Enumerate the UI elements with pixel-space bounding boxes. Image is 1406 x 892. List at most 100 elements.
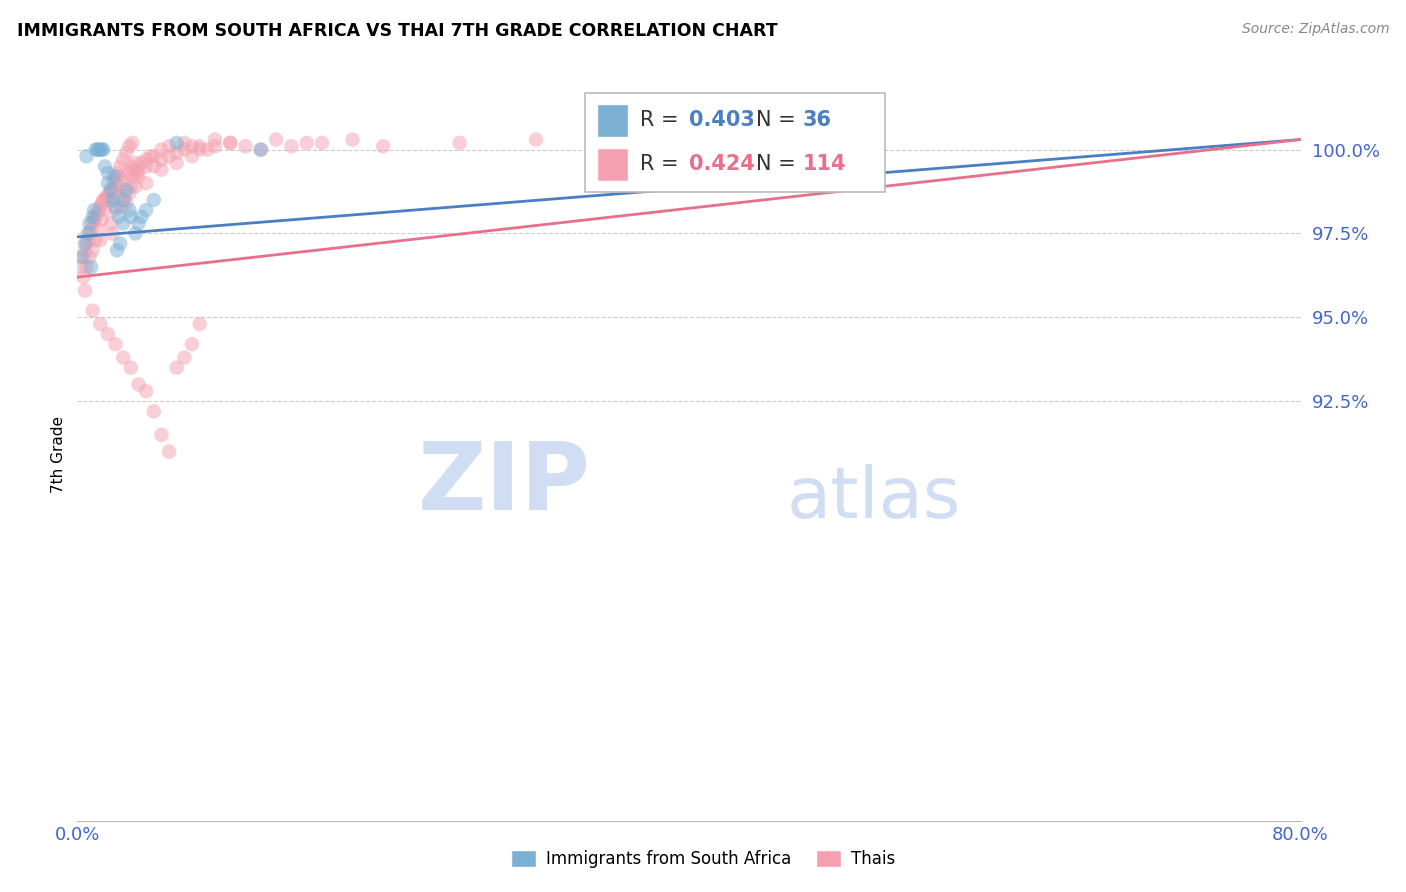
Text: R =: R = bbox=[640, 153, 679, 174]
Point bbox=[70, 260, 93, 274]
Point bbox=[127, 216, 149, 230]
Point bbox=[86, 143, 108, 157]
Point bbox=[108, 236, 131, 251]
Point bbox=[125, 166, 148, 180]
Point bbox=[121, 169, 143, 184]
Point bbox=[173, 143, 195, 157]
Point bbox=[94, 193, 117, 207]
Point bbox=[219, 136, 242, 150]
Text: atlas: atlas bbox=[787, 465, 962, 533]
Point bbox=[101, 227, 124, 241]
Point bbox=[83, 213, 105, 227]
Point bbox=[82, 244, 104, 258]
Point bbox=[96, 189, 118, 203]
Point bbox=[181, 139, 204, 153]
Point bbox=[127, 377, 149, 392]
Point bbox=[166, 145, 188, 160]
FancyBboxPatch shape bbox=[598, 148, 628, 180]
Point bbox=[89, 317, 111, 331]
Point bbox=[73, 236, 96, 251]
Point bbox=[131, 210, 153, 224]
Text: 0.424: 0.424 bbox=[689, 153, 755, 174]
Text: IMMIGRANTS FROM SOUTH AFRICA VS THAI 7TH GRADE CORRELATION CHART: IMMIGRANTS FROM SOUTH AFRICA VS THAI 7TH… bbox=[17, 22, 778, 40]
Point bbox=[117, 166, 139, 180]
Point bbox=[188, 143, 211, 157]
Point bbox=[73, 284, 96, 298]
Point bbox=[104, 337, 127, 351]
Point bbox=[135, 176, 157, 190]
Point bbox=[602, 139, 624, 153]
Point bbox=[120, 179, 142, 194]
Point bbox=[124, 156, 146, 170]
Point bbox=[173, 351, 195, 365]
Point bbox=[135, 384, 157, 399]
Point bbox=[142, 160, 165, 174]
Point bbox=[295, 136, 318, 150]
Point bbox=[724, 143, 747, 157]
Point bbox=[76, 260, 98, 274]
Point bbox=[82, 210, 104, 224]
Point bbox=[195, 143, 218, 157]
Point bbox=[157, 149, 180, 163]
Point bbox=[100, 183, 122, 197]
Point bbox=[115, 196, 138, 211]
Point bbox=[120, 210, 142, 224]
Point bbox=[157, 139, 180, 153]
Point bbox=[79, 250, 101, 264]
Point bbox=[150, 153, 173, 167]
Point bbox=[150, 143, 173, 157]
Point bbox=[82, 303, 104, 318]
Point bbox=[105, 244, 128, 258]
Point bbox=[280, 139, 302, 153]
Point bbox=[135, 160, 157, 174]
Point bbox=[100, 216, 122, 230]
Point bbox=[127, 169, 149, 184]
Point bbox=[181, 149, 204, 163]
Point bbox=[142, 149, 165, 163]
Text: R =: R = bbox=[640, 110, 679, 130]
Point bbox=[107, 210, 129, 224]
Point bbox=[94, 160, 117, 174]
Point bbox=[150, 162, 173, 177]
Point bbox=[105, 186, 128, 201]
Point bbox=[104, 200, 127, 214]
Point bbox=[135, 202, 157, 217]
Point bbox=[97, 189, 120, 203]
Point bbox=[77, 227, 100, 241]
Point bbox=[219, 136, 242, 150]
Text: N =: N = bbox=[756, 110, 796, 130]
Point bbox=[82, 216, 104, 230]
Point bbox=[112, 173, 135, 187]
Point bbox=[173, 136, 195, 150]
Point bbox=[204, 132, 226, 146]
Point bbox=[72, 270, 94, 285]
Point bbox=[87, 202, 110, 217]
Point bbox=[97, 176, 120, 190]
Point bbox=[80, 260, 103, 274]
Point bbox=[73, 244, 96, 258]
Point bbox=[112, 216, 135, 230]
Point bbox=[107, 169, 129, 184]
Text: N =: N = bbox=[756, 153, 796, 174]
Y-axis label: 7th Grade: 7th Grade bbox=[51, 417, 66, 493]
Point bbox=[77, 233, 100, 247]
Point bbox=[105, 166, 128, 180]
Point bbox=[104, 176, 127, 190]
Point bbox=[342, 132, 364, 146]
Point bbox=[91, 193, 114, 207]
Point bbox=[181, 337, 204, 351]
Point bbox=[87, 143, 110, 157]
Point bbox=[139, 149, 162, 163]
Point bbox=[120, 160, 142, 174]
Point bbox=[250, 143, 273, 157]
Point bbox=[150, 427, 173, 442]
FancyBboxPatch shape bbox=[598, 103, 628, 136]
Point bbox=[121, 136, 143, 150]
Point bbox=[188, 139, 211, 153]
Point bbox=[122, 162, 145, 177]
Point bbox=[124, 179, 146, 194]
Point bbox=[157, 444, 180, 458]
Point bbox=[108, 179, 131, 194]
Point bbox=[371, 139, 394, 153]
Point bbox=[89, 143, 111, 157]
